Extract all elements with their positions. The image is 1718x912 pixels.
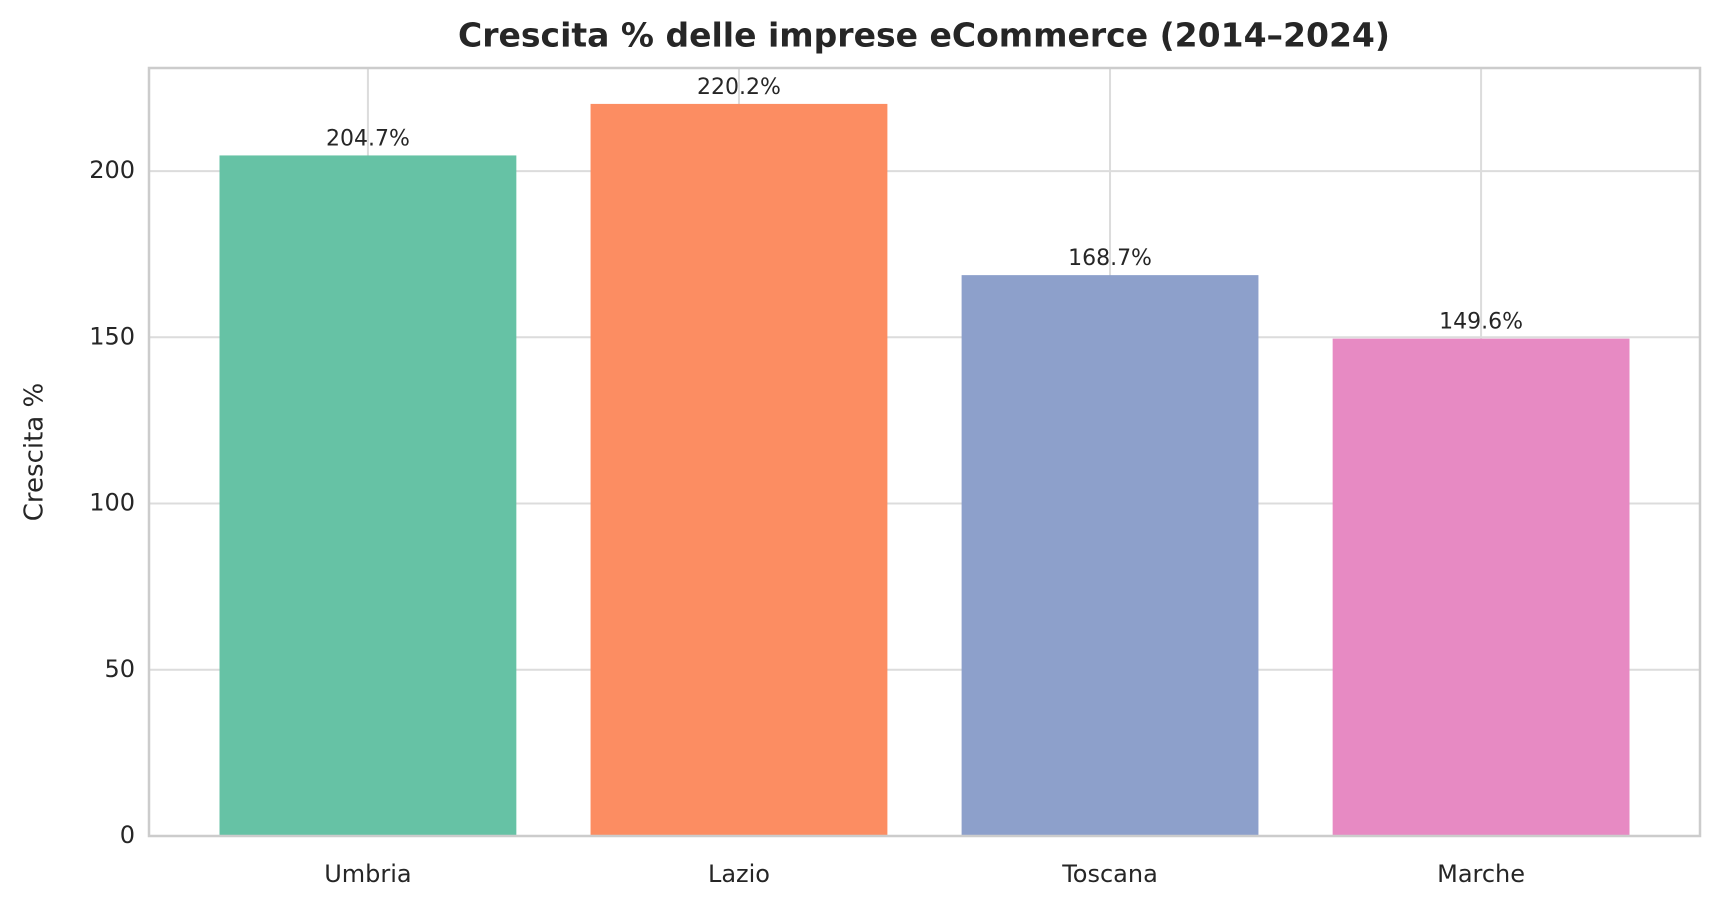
value-label: 204.7%: [326, 126, 410, 151]
y-tick-label: 150: [89, 322, 135, 350]
value-label: 149.6%: [1439, 310, 1523, 335]
y-tick-label: 50: [104, 655, 135, 683]
y-axis-label: Crescita %: [20, 383, 50, 521]
x-tick-label: Marche: [1437, 860, 1525, 888]
y-tick-label: 0: [120, 821, 135, 849]
bar: [590, 103, 888, 836]
value-label: 168.7%: [1068, 246, 1152, 271]
y-tick-label: 200: [89, 156, 135, 184]
chart-title: Crescita % delle imprese eCommerce (2014…: [458, 16, 1390, 55]
value-label: 220.2%: [697, 75, 781, 100]
bar: [219, 155, 517, 836]
x-tick-label: Lazio: [708, 860, 770, 888]
x-tick-label: Toscana: [1061, 860, 1158, 888]
y-tick-label: 100: [89, 489, 135, 517]
x-tick-label: Umbria: [324, 860, 411, 888]
plot-frame: [147, 66, 1702, 838]
bar: [961, 275, 1259, 836]
bar: [1332, 338, 1630, 836]
